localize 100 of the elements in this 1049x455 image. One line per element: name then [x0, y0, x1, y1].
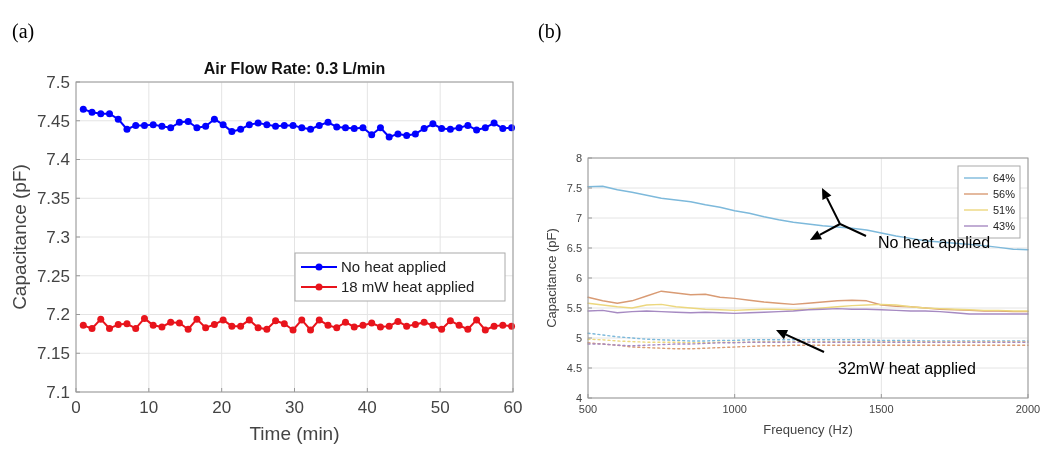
- point: [420, 318, 428, 326]
- y-tick-label: 7.15: [36, 344, 70, 364]
- line-series: [587, 185, 1029, 251]
- point: [228, 128, 236, 136]
- point: [167, 124, 175, 132]
- y-tick-label: 7: [575, 211, 582, 224]
- point: [114, 321, 122, 329]
- point: [359, 124, 367, 132]
- point: [210, 115, 218, 123]
- y-tick-label: 7.5: [566, 181, 582, 194]
- x-tick-label: 60: [503, 398, 523, 417]
- point: [245, 316, 253, 324]
- x-tick-label: 40: [357, 398, 377, 417]
- point: [490, 119, 498, 127]
- point: [403, 131, 411, 139]
- x-tick-label: 20: [212, 398, 232, 417]
- point: [210, 321, 218, 329]
- point: [307, 125, 315, 133]
- x-axis-title: Frequency (Hz): [763, 422, 853, 437]
- point: [341, 318, 349, 326]
- point: [446, 317, 454, 325]
- point: [289, 326, 297, 334]
- point: [237, 125, 245, 133]
- point: [202, 324, 210, 332]
- point: [333, 324, 341, 332]
- text: (b): [538, 20, 562, 43]
- legend-label: 43%: [992, 219, 1016, 232]
- point: [438, 125, 446, 132]
- point: [263, 121, 271, 129]
- x-tick-label: 1500: [869, 403, 894, 415]
- point: [376, 124, 384, 132]
- y-tick-label: 7.25: [36, 266, 70, 286]
- point: [385, 133, 393, 141]
- y-tick-label: 7.3: [46, 227, 70, 247]
- text: (a): [12, 20, 35, 43]
- point: [263, 325, 271, 333]
- point: [97, 110, 105, 118]
- point: [481, 124, 489, 132]
- x-tick-label: 1000: [722, 403, 747, 415]
- y-tick-label: 6.5: [566, 241, 582, 254]
- point: [254, 324, 262, 332]
- point: [385, 322, 393, 330]
- point: [79, 105, 87, 113]
- point: [403, 322, 411, 330]
- point: [140, 314, 148, 322]
- point: [97, 315, 105, 323]
- point: [411, 321, 419, 329]
- point: [106, 324, 113, 332]
- point: [455, 321, 463, 329]
- point: [280, 320, 288, 328]
- point: [333, 123, 341, 131]
- annotation: No heat applied: [878, 233, 991, 251]
- x-tick-label: 10: [139, 398, 159, 417]
- point: [88, 324, 96, 332]
- y-tick-label: 8: [575, 151, 582, 164]
- point: [158, 122, 166, 130]
- point: [289, 121, 297, 129]
- point: [298, 316, 306, 324]
- legend-label: 64%: [992, 171, 1016, 184]
- point: [272, 122, 280, 130]
- point: [272, 317, 280, 325]
- point: [106, 110, 113, 118]
- point: [149, 121, 157, 129]
- y-tick-label: 7.35: [36, 189, 70, 209]
- y-tick-label: 4: [575, 391, 582, 404]
- point: [376, 323, 384, 331]
- point: [341, 124, 349, 132]
- point: [368, 319, 376, 327]
- point: [499, 125, 507, 132]
- y-tick-label: 5.5: [566, 301, 582, 314]
- point: [175, 319, 183, 327]
- point: [324, 321, 332, 329]
- point: [324, 118, 332, 126]
- point: [420, 125, 428, 132]
- point: [350, 125, 358, 132]
- x-tick-label: 0: [71, 398, 81, 417]
- point: [88, 108, 96, 116]
- y-tick-label: 7.1: [46, 382, 70, 402]
- point: [193, 315, 201, 323]
- point: [254, 119, 262, 127]
- point: [350, 323, 358, 331]
- point: [237, 322, 245, 330]
- y-tick-label: 6: [575, 271, 582, 284]
- legend-label: 18 mW heat applied: [341, 278, 475, 296]
- annotation: 32mW heat applied: [838, 359, 976, 377]
- point: [490, 322, 498, 330]
- point: [307, 326, 315, 334]
- legend-label: 56%: [992, 187, 1016, 200]
- point: [359, 321, 367, 329]
- x-tick-label: 50: [430, 398, 450, 417]
- x-tick-label: 2000: [1015, 403, 1041, 415]
- point: [411, 130, 419, 138]
- point: [438, 325, 446, 333]
- point: [464, 325, 472, 333]
- point: [202, 122, 210, 130]
- point: [175, 118, 183, 126]
- point: [219, 121, 227, 129]
- y-tick-label: 7.2: [46, 305, 70, 325]
- point: [219, 316, 227, 324]
- point: [193, 124, 201, 132]
